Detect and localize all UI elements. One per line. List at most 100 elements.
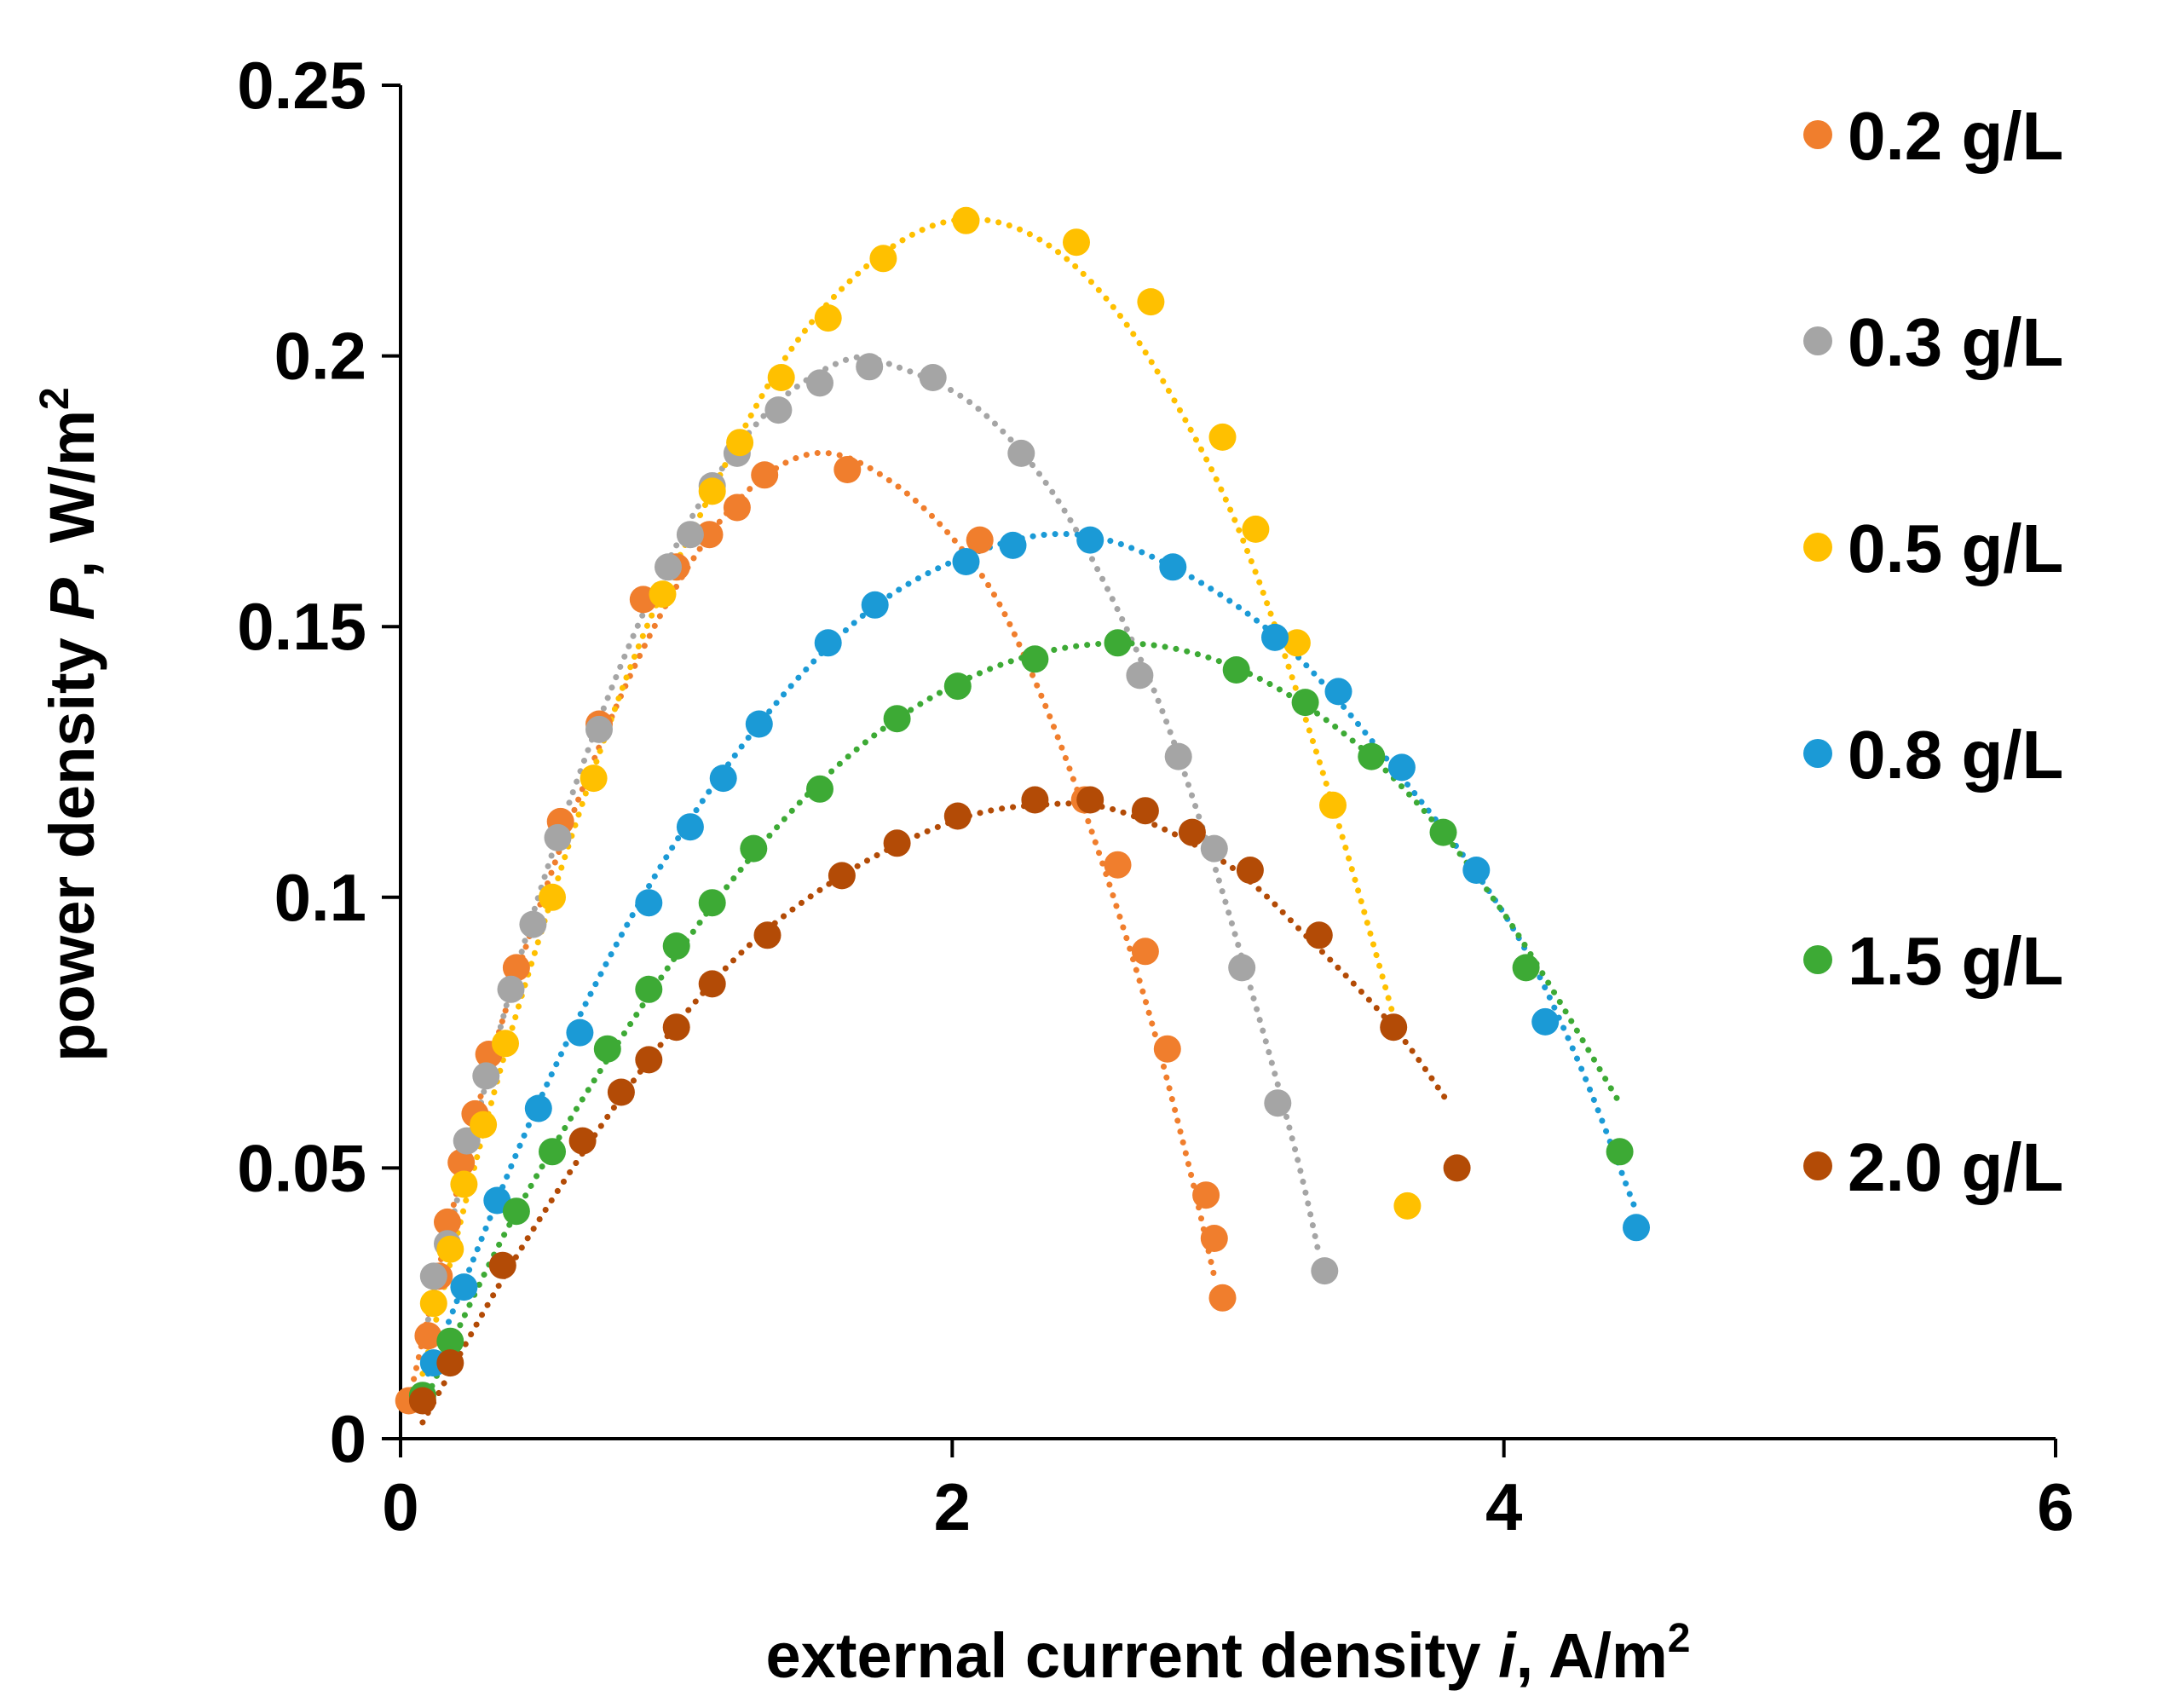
data-point-series-5	[1021, 786, 1049, 814]
data-point-series-2	[1063, 228, 1090, 257]
legend-label-5: 2.0 g/L	[1848, 1129, 2063, 1205]
data-point-series-1	[806, 369, 833, 397]
data-point-series-1	[856, 353, 884, 381]
data-point-series-1	[1164, 742, 1192, 770]
data-point-series-4	[1222, 656, 1250, 684]
data-point-series-0	[1200, 1225, 1228, 1252]
data-point-series-4	[740, 834, 768, 863]
data-point-series-2	[952, 206, 980, 234]
data-point-series-5	[1178, 818, 1206, 846]
data-point-series-1	[544, 823, 572, 851]
data-point-series-5	[662, 1013, 690, 1042]
data-point-series-5	[607, 1078, 635, 1106]
data-point-series-1	[472, 1062, 500, 1090]
data-point-series-0	[502, 954, 530, 982]
trendlines	[406, 216, 1640, 1426]
data-point-series-3	[1076, 526, 1104, 554]
x-axis-title: external current density i, A/m2	[766, 1616, 1691, 1691]
legend-marker-3	[1803, 739, 1832, 768]
legend-marker-4	[1803, 945, 1832, 974]
data-point-series-4	[883, 705, 911, 733]
data-point-series-0	[414, 1322, 442, 1350]
data-point-series-2	[470, 1111, 498, 1139]
legend-label-0: 0.2 g/L	[1848, 98, 2063, 174]
y-tick-label: 0.25	[237, 48, 366, 123]
data-point-series-1	[655, 553, 682, 581]
data-point-series-2	[580, 765, 608, 793]
x-ticks: 0 2 4 6	[382, 1439, 2074, 1544]
data-point-series-5	[828, 862, 856, 890]
x-tick-label: 6	[2037, 1469, 2073, 1544]
data-point-series-3	[676, 813, 704, 841]
data-point-series-4	[436, 1327, 464, 1355]
data-point-series-3	[1387, 753, 1416, 782]
data-point-series-5	[436, 1349, 464, 1377]
x-tick-label: 2	[934, 1469, 971, 1544]
data-point-series-2	[649, 580, 677, 609]
data-point-series-1	[919, 364, 947, 391]
data-point-series-1	[1007, 439, 1035, 467]
data-point-series-1	[1200, 834, 1228, 863]
data-point-series-2	[492, 1030, 519, 1058]
data-point-series-1	[1228, 954, 1256, 982]
data-point-series-1	[419, 1262, 447, 1290]
data-point-series-4	[1291, 689, 1319, 717]
data-point-series-2	[419, 1290, 447, 1318]
trendline-series-3	[424, 530, 1640, 1377]
data-point-series-4	[698, 889, 726, 917]
data-point-series-2	[767, 364, 795, 391]
data-point-series-3	[999, 531, 1027, 559]
data-point-series-2	[726, 429, 754, 457]
data-point-series-1	[1264, 1089, 1292, 1117]
data-point-series-3	[566, 1018, 594, 1047]
x-tick-label: 0	[382, 1469, 418, 1544]
legend-marker-2	[1803, 533, 1832, 562]
data-point-series-3	[1623, 1214, 1650, 1242]
data-point-series-2	[436, 1235, 464, 1263]
data-point-series-3	[635, 889, 663, 917]
data-point-series-3	[952, 548, 980, 575]
axes	[399, 85, 2056, 1440]
data-point-series-3	[1531, 1007, 1560, 1036]
legend: 0.2 g/L 0.3 g/L 0.5 g/L 0.8 g/L 1.5 g/L 2.0 g…	[1803, 98, 2063, 1205]
data-point-series-2	[450, 1170, 478, 1198]
y-tick-label: 0.05	[237, 1130, 366, 1205]
data-point-series-3	[1462, 857, 1491, 884]
data-point-series-5	[1380, 1013, 1408, 1042]
data-point-series-0	[1192, 1181, 1220, 1209]
legend-label-2: 0.5 g/L	[1848, 511, 2063, 586]
data-point-series-4	[1606, 1138, 1634, 1166]
data-point-series-2	[539, 883, 566, 911]
data-point-series-3	[814, 629, 842, 657]
data-point-series-0	[1131, 938, 1159, 966]
data-point-series-0	[966, 526, 994, 554]
data-point-series-0	[1208, 1284, 1237, 1312]
data-point-series-0	[723, 493, 751, 522]
legend-marker-5	[1803, 1151, 1832, 1180]
data-point-series-4	[593, 1035, 621, 1063]
data-point-series-3	[861, 591, 889, 619]
data-point-series-4	[1512, 954, 1540, 982]
data-point-series-5	[568, 1127, 597, 1155]
data-point-series-5	[1305, 921, 1333, 949]
y-ticks: 0 0.05 0.1 0.15 0.2 0.25	[237, 48, 401, 1476]
data-point-series-5	[635, 1046, 663, 1074]
data-point-series-5	[698, 970, 726, 998]
data-point-series-2	[1242, 515, 1270, 543]
data-point-series-1	[519, 910, 547, 938]
legend-marker-1	[1803, 326, 1832, 355]
data-point-series-2	[1208, 423, 1237, 451]
legend-label-4: 1.5 g/L	[1848, 923, 2063, 999]
y-tick-label: 0.2	[274, 319, 366, 394]
data-point-series-1	[497, 975, 525, 1003]
data-point-series-0	[434, 1208, 461, 1236]
data-point-series-4	[662, 932, 690, 960]
y-tick-label: 0.1	[274, 860, 366, 935]
data-point-series-5	[943, 802, 972, 830]
trendline-series-4	[419, 640, 1624, 1410]
data-point-series-5	[883, 829, 911, 857]
data-point-series-1	[585, 715, 613, 743]
data-point-series-4	[1429, 818, 1457, 846]
data-point-series-4	[806, 775, 833, 803]
